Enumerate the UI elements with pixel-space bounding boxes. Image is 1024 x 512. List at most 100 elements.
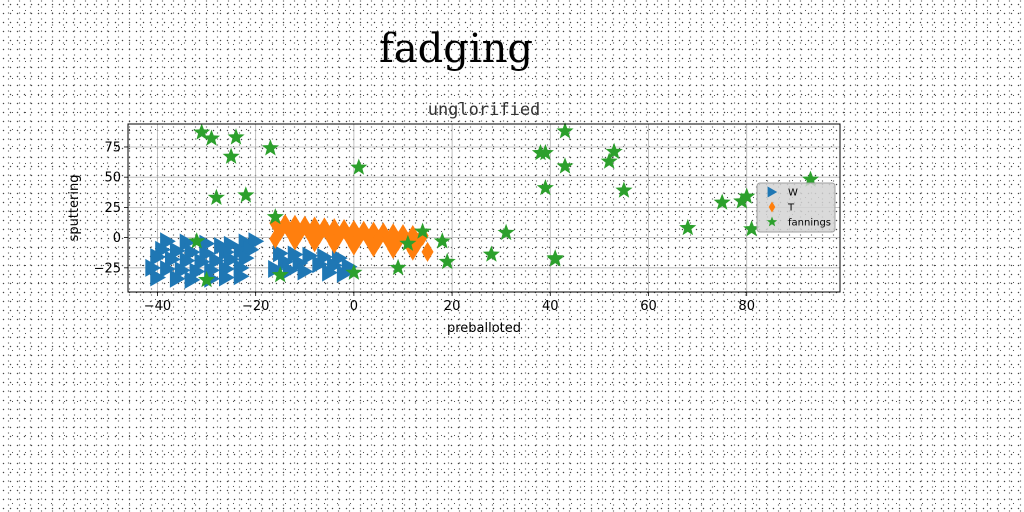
legend-marker-fannings bbox=[766, 216, 778, 227]
point-fannings bbox=[389, 258, 407, 276]
point-fannings bbox=[600, 152, 618, 169]
legend-marker-W bbox=[767, 186, 778, 198]
point-fannings bbox=[345, 263, 363, 280]
chart-title: unglorified bbox=[428, 100, 541, 120]
y-tick-label: 0 bbox=[113, 231, 121, 246]
point-W bbox=[277, 252, 294, 271]
point-fannings bbox=[743, 220, 761, 237]
legend-label-W: W bbox=[788, 188, 798, 199]
point-W bbox=[174, 261, 191, 280]
point-fannings bbox=[482, 245, 500, 262]
x-axis-label: preballoted bbox=[447, 321, 521, 336]
series-W bbox=[145, 232, 358, 289]
point-W bbox=[199, 244, 216, 263]
figure-suptitle: fadging bbox=[378, 26, 534, 72]
point-W bbox=[150, 247, 167, 266]
axis-ticks: −40 −20 0 20 40 60 80 −25 0 25 50 75 bbox=[94, 140, 755, 314]
point-fannings bbox=[414, 222, 432, 239]
point-T bbox=[347, 235, 360, 256]
point-fannings bbox=[713, 193, 731, 210]
y-tick-label: 75 bbox=[104, 140, 121, 155]
x-tick-label: 40 bbox=[542, 299, 559, 314]
point-W bbox=[189, 262, 206, 281]
point-W bbox=[312, 255, 329, 274]
point-fannings bbox=[605, 142, 623, 160]
point-W bbox=[219, 268, 235, 287]
point-T bbox=[367, 237, 380, 258]
point-W bbox=[179, 233, 196, 252]
point-fannings bbox=[679, 218, 697, 236]
point-fannings bbox=[188, 232, 206, 249]
x-tick-label: 0 bbox=[350, 299, 358, 314]
point-W bbox=[287, 245, 304, 264]
point-fannings bbox=[207, 188, 225, 205]
point-W bbox=[184, 243, 201, 262]
point-T bbox=[328, 233, 341, 254]
point-fannings bbox=[733, 192, 751, 209]
point-fannings bbox=[615, 181, 633, 198]
point-W bbox=[223, 250, 240, 269]
point-W bbox=[209, 251, 225, 270]
point-T bbox=[421, 241, 434, 262]
point-W bbox=[184, 270, 201, 289]
point-W bbox=[150, 268, 167, 287]
point-W bbox=[336, 264, 353, 283]
point-fannings bbox=[438, 252, 456, 270]
x-tick-label: 80 bbox=[738, 299, 755, 314]
y-tick-label: 25 bbox=[104, 201, 121, 216]
point-fannings bbox=[433, 232, 451, 249]
point-fannings bbox=[399, 234, 417, 251]
point-T bbox=[387, 238, 400, 259]
legend-label-T: T bbox=[787, 203, 795, 214]
y-tick-label: 50 bbox=[104, 171, 121, 186]
series-fannings bbox=[188, 122, 820, 288]
legend-box bbox=[756, 182, 836, 233]
series-layer bbox=[145, 122, 820, 289]
point-W bbox=[145, 258, 162, 277]
series-T bbox=[269, 213, 434, 262]
point-fannings bbox=[497, 223, 515, 241]
point-W bbox=[297, 262, 314, 281]
point-W bbox=[322, 263, 338, 282]
point-T bbox=[308, 232, 321, 253]
point-fannings bbox=[350, 158, 368, 175]
point-fannings bbox=[802, 170, 820, 187]
point-W bbox=[164, 250, 181, 269]
point-W bbox=[169, 241, 186, 260]
point-T bbox=[269, 228, 282, 249]
y-axis-label: sputtering bbox=[67, 175, 82, 242]
x-tick-label: −40 bbox=[144, 299, 171, 314]
y-tick-label: −25 bbox=[94, 261, 121, 276]
x-tick-label: 20 bbox=[444, 299, 461, 314]
point-fannings bbox=[738, 187, 756, 204]
plot-frame bbox=[127, 123, 841, 293]
point-W bbox=[248, 232, 265, 251]
point-fannings bbox=[556, 157, 574, 174]
point-fannings bbox=[198, 270, 216, 288]
point-W bbox=[169, 269, 186, 288]
x-tick-label: 60 bbox=[640, 299, 657, 314]
point-fannings bbox=[237, 186, 255, 203]
point-W bbox=[243, 240, 260, 259]
x-tick-label: −20 bbox=[242, 299, 269, 314]
point-fannings bbox=[266, 208, 284, 225]
point-W bbox=[292, 253, 309, 272]
point-fannings bbox=[222, 147, 240, 164]
point-fannings bbox=[202, 129, 220, 146]
point-W bbox=[160, 232, 176, 251]
point-T bbox=[288, 230, 301, 251]
legend-label-fannings: fannings bbox=[788, 218, 831, 229]
point-W bbox=[282, 261, 299, 280]
point-fannings bbox=[536, 179, 554, 196]
point-fannings bbox=[261, 139, 279, 156]
point-fannings bbox=[227, 128, 245, 145]
point-W bbox=[268, 260, 284, 279]
point-fannings bbox=[546, 250, 564, 267]
point-W bbox=[179, 251, 196, 270]
point-W bbox=[273, 244, 289, 263]
point-fannings bbox=[536, 144, 554, 161]
point-W bbox=[160, 260, 176, 279]
point-W bbox=[233, 267, 250, 286]
